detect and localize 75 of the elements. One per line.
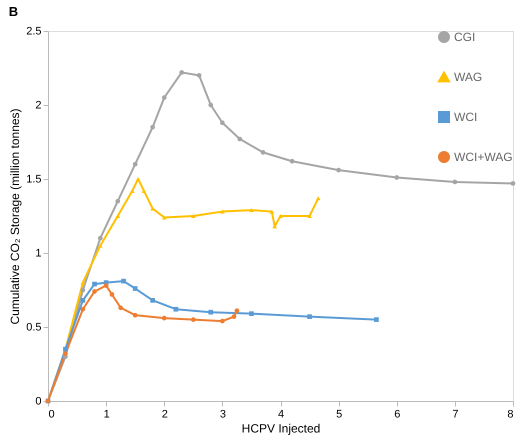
point xyxy=(336,168,341,172)
point xyxy=(307,214,312,218)
y-tick-label: 2.5 xyxy=(26,26,42,38)
point xyxy=(162,95,167,100)
point xyxy=(190,214,196,218)
point xyxy=(190,317,196,322)
point xyxy=(220,210,225,214)
point xyxy=(174,306,178,312)
legend-label: CGI xyxy=(454,30,476,44)
point xyxy=(237,136,242,142)
point xyxy=(132,162,138,167)
point xyxy=(136,176,140,182)
point xyxy=(121,278,126,284)
point xyxy=(115,214,120,218)
x-tick-label: 3 xyxy=(220,408,226,420)
y-tick-label: 1.5 xyxy=(26,174,42,186)
legend-label: WAG xyxy=(454,70,482,84)
y-tick-label: 0 xyxy=(35,396,42,408)
y-tick-label: 2 xyxy=(35,100,42,112)
point xyxy=(80,306,86,312)
point xyxy=(110,292,114,297)
point xyxy=(316,196,321,200)
point xyxy=(104,283,108,288)
x-tick-label: 0 xyxy=(48,408,55,420)
point xyxy=(150,124,155,130)
point xyxy=(92,282,97,286)
y-tick-label: 0.5 xyxy=(26,322,42,334)
point xyxy=(278,214,283,218)
point xyxy=(208,102,214,108)
point xyxy=(179,70,184,75)
x-tick-label: 8 xyxy=(507,408,514,420)
legend-label: WCI+WAG xyxy=(454,150,513,164)
point xyxy=(232,314,236,319)
point xyxy=(118,305,123,310)
x-tick-label: 7 xyxy=(452,408,458,420)
x-tick-label: 4 xyxy=(278,408,284,420)
x-tick-label: 6 xyxy=(394,408,400,420)
point xyxy=(260,150,266,155)
point xyxy=(394,175,400,180)
point xyxy=(452,180,458,184)
point xyxy=(98,236,103,241)
point xyxy=(269,210,274,214)
point xyxy=(92,289,97,294)
chart-title: B xyxy=(8,4,18,19)
point xyxy=(132,286,138,291)
point xyxy=(249,208,254,212)
point xyxy=(162,316,167,320)
point xyxy=(150,298,155,303)
legend-label: WCI xyxy=(454,110,478,124)
point xyxy=(234,308,240,314)
point xyxy=(115,198,120,204)
x-tick-label: 1 xyxy=(104,408,110,420)
x-tick-label: 5 xyxy=(336,408,342,420)
point xyxy=(63,351,68,356)
point xyxy=(510,181,516,186)
point xyxy=(80,280,86,285)
point xyxy=(142,188,146,193)
x-axis-title: HCPV Injected xyxy=(242,422,320,436)
point xyxy=(307,314,312,319)
point xyxy=(196,73,202,78)
point xyxy=(220,120,225,126)
point xyxy=(98,244,103,248)
x-tick-label: 2 xyxy=(162,408,168,420)
point xyxy=(208,310,214,315)
y-tick-label: 1 xyxy=(35,248,42,260)
point xyxy=(290,158,294,164)
point xyxy=(162,215,167,220)
y-axis-title: Cumulative CO₂ Storage (million tonnes) xyxy=(8,108,22,325)
point xyxy=(132,312,138,318)
point xyxy=(220,318,225,324)
point xyxy=(374,317,379,322)
point xyxy=(80,298,86,303)
point xyxy=(80,288,86,292)
point xyxy=(249,311,254,316)
point xyxy=(130,188,135,193)
